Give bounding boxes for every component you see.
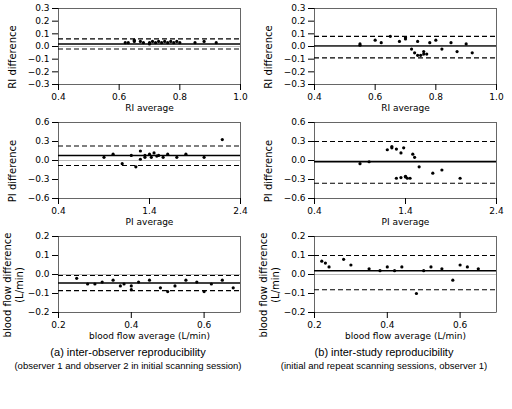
svg-text:PI average: PI average	[382, 217, 430, 227]
svg-text:−0.1: −0.1	[284, 288, 306, 298]
svg-text:0.4: 0.4	[124, 320, 139, 330]
svg-text:0.0: 0.0	[291, 155, 306, 165]
svg-text:1.4: 1.4	[142, 206, 157, 216]
svg-text:−0.1: −0.1	[284, 54, 306, 64]
svg-text:0.0: 0.0	[35, 41, 50, 51]
svg-text:1.4: 1.4	[398, 206, 413, 216]
html-text:blood flow difference (L/min): blood flow difference (L/min)	[1, 232, 24, 338]
svg-text:0.1: 0.1	[291, 29, 305, 39]
html-text:PI difference: PI difference	[263, 139, 275, 203]
svg-text:−0.3: −0.3	[284, 79, 306, 89]
svg-text:0.3: 0.3	[291, 136, 305, 146]
svg-text:0.8: 0.8	[173, 92, 188, 102]
svg-text:0.0: 0.0	[35, 269, 50, 279]
svg-text:0.0: 0.0	[291, 269, 306, 279]
svg-text:−0.6: −0.6	[284, 193, 306, 203]
svg-text:0.4: 0.4	[307, 92, 322, 102]
svg-text:−0.2: −0.2	[28, 307, 50, 317]
svg-text:0.6: 0.6	[368, 92, 383, 102]
svg-text:−0.6: −0.6	[28, 193, 50, 203]
svg-text:RI average: RI average	[381, 103, 430, 113]
html-text:RI difference: RI difference	[263, 25, 275, 89]
svg-text:−0.2: −0.2	[284, 67, 306, 77]
svg-text:PI average: PI average	[126, 217, 174, 227]
html-text:blood flow difference (L/min): blood flow difference (L/min)	[257, 232, 280, 338]
html-text:(observer 1 and observer 2 in: (observer 1 and observer 2 in initial sc…	[14, 360, 242, 371]
html-text:(a) inter-observer reproducibi: (a) inter-observer reproducibility	[50, 346, 206, 358]
svg-text:0.8: 0.8	[429, 92, 444, 102]
svg-text:0.4: 0.4	[51, 206, 66, 216]
svg-text:−0.2: −0.2	[28, 67, 50, 77]
svg-text:0.0: 0.0	[291, 41, 306, 51]
svg-text:0.1: 0.1	[35, 29, 49, 39]
html-text:(b) inter-study reproducibilit: (b) inter-study reproducibility	[314, 346, 454, 358]
svg-text:−0.1: −0.1	[28, 54, 50, 64]
svg-text:0.2: 0.2	[35, 231, 49, 241]
svg-text:0.1: 0.1	[35, 250, 49, 260]
svg-text:0.3: 0.3	[35, 136, 49, 146]
svg-text:0.2: 0.2	[35, 16, 49, 26]
svg-text:0.6: 0.6	[112, 92, 127, 102]
svg-text:−0.3: −0.3	[284, 174, 306, 184]
svg-text:0.6: 0.6	[291, 117, 306, 127]
svg-text:0.3: 0.3	[291, 3, 305, 13]
svg-text:blood flow average (L/min): blood flow average (L/min)	[345, 331, 466, 341]
svg-text:−0.2: −0.2	[284, 307, 306, 317]
svg-text:0.2: 0.2	[291, 231, 305, 241]
svg-text:2.4: 2.4	[233, 206, 248, 216]
html-text:(initial and repeat scanning s: (initial and repeat scanning sessions, o…	[280, 360, 488, 371]
svg-text:0.4: 0.4	[51, 92, 66, 102]
svg-text:0.0: 0.0	[35, 155, 50, 165]
svg-text:2.4: 2.4	[489, 206, 504, 216]
svg-text:1.0: 1.0	[489, 92, 504, 102]
svg-text:0.2: 0.2	[51, 320, 65, 330]
svg-text:blood flow average (L/min): blood flow average (L/min)	[89, 331, 210, 341]
svg-text:1.0: 1.0	[233, 92, 248, 102]
svg-text:0.6: 0.6	[453, 320, 468, 330]
svg-text:0.2: 0.2	[307, 320, 321, 330]
svg-text:−0.1: −0.1	[28, 288, 50, 298]
svg-text:0.4: 0.4	[380, 320, 395, 330]
svg-text:0.4: 0.4	[307, 206, 322, 216]
svg-text:RI average: RI average	[125, 103, 174, 113]
svg-text:0.1: 0.1	[291, 250, 305, 260]
html-text:RI difference: RI difference	[7, 25, 19, 89]
svg-text:0.3: 0.3	[35, 3, 49, 13]
svg-text:0.6: 0.6	[35, 117, 50, 127]
html-text:PI difference: PI difference	[7, 139, 19, 203]
svg-text:0.6: 0.6	[197, 320, 212, 330]
svg-text:0.2: 0.2	[291, 16, 305, 26]
svg-text:−0.3: −0.3	[28, 174, 50, 184]
svg-text:−0.3: −0.3	[28, 79, 50, 89]
